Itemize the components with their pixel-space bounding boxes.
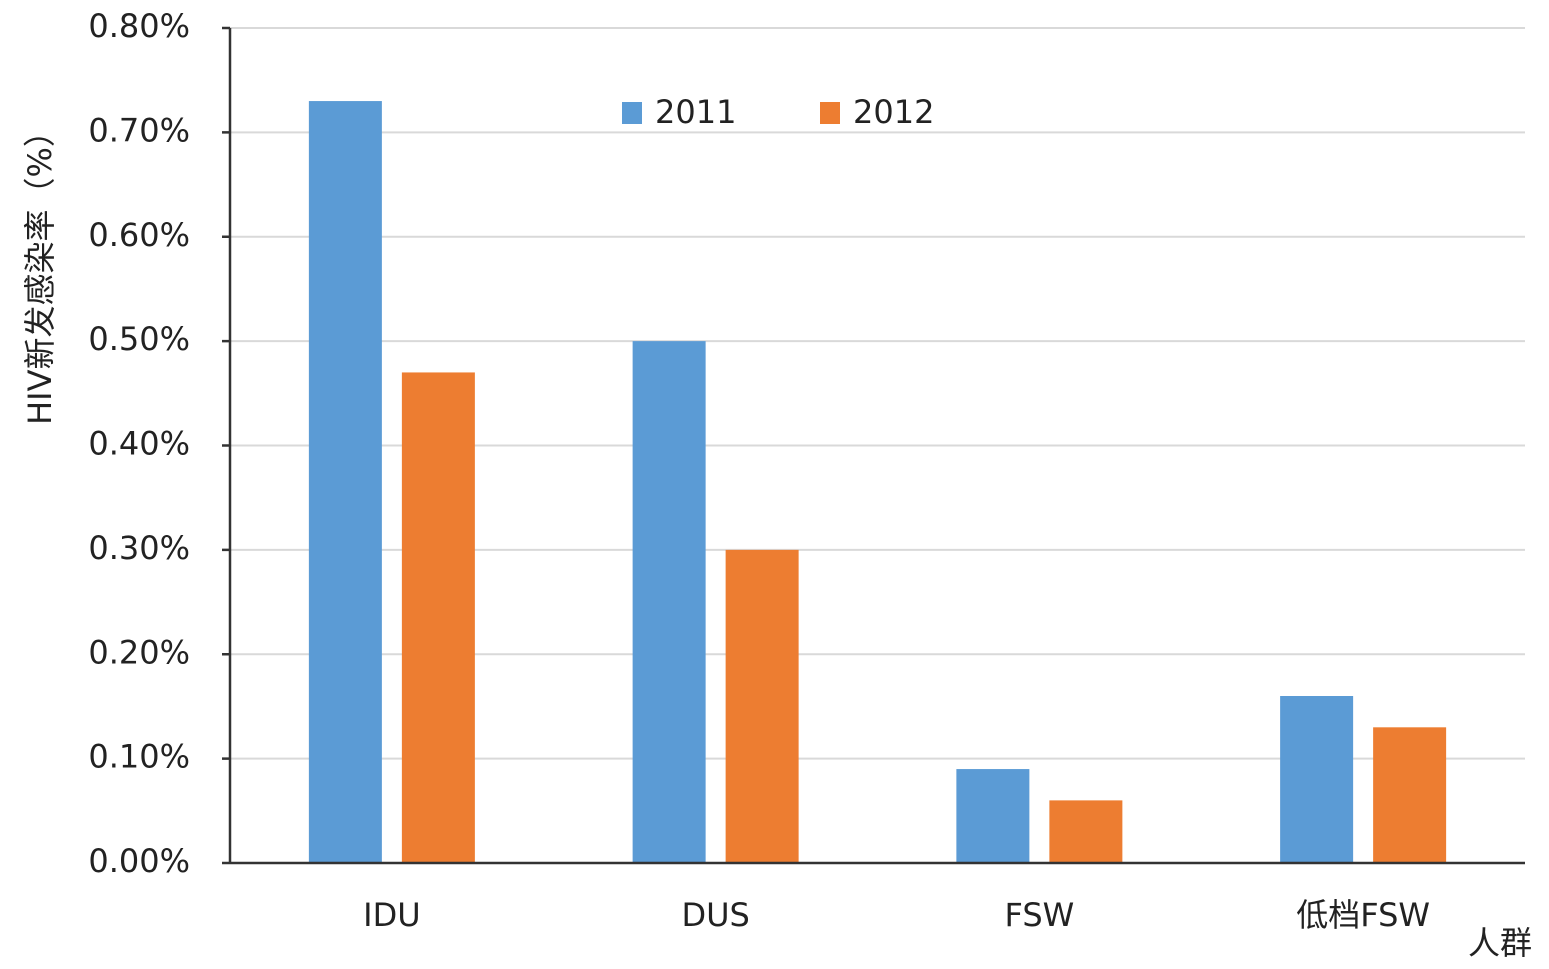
y-tick-label: 0.10%: [88, 738, 190, 776]
y-tick-label: 0.20%: [88, 633, 190, 671]
bar: [632, 341, 706, 863]
y-tick-label: 0.40%: [88, 425, 190, 463]
x-tick-label: DUS: [681, 896, 749, 934]
legend-swatch: [820, 102, 840, 124]
bar: [1049, 800, 1123, 863]
x-tick-label: 低档FSW: [1296, 896, 1430, 934]
y-tick-label: 0.50%: [88, 320, 190, 358]
x-tick-label: FSW: [1004, 896, 1074, 934]
x-axis-label: 人群: [1468, 924, 1532, 962]
x-tick-label: IDU: [363, 896, 421, 934]
y-tick-label: 0.70%: [88, 111, 190, 149]
y-axis-label: HIV新发感染率（%）: [21, 115, 59, 425]
legend-swatch: [622, 102, 642, 124]
bar: [308, 101, 382, 863]
bar: [956, 769, 1030, 863]
y-tick-label: 0.00%: [88, 842, 190, 880]
bar: [725, 549, 799, 863]
y-tick-label: 0.80%: [88, 7, 190, 45]
y-tick-label: 0.30%: [88, 529, 190, 567]
legend-label: 2012: [853, 93, 934, 131]
y-tick-label: 0.60%: [88, 216, 190, 254]
bar: [1373, 727, 1447, 863]
bar: [1280, 696, 1354, 863]
bar: [401, 372, 475, 863]
legend-label: 2011: [655, 93, 736, 131]
